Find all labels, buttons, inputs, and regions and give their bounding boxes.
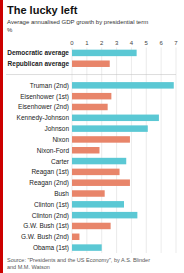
bar [72,93,111,99]
bar [72,147,99,153]
y-tick-label: Obama (1st) [33,244,69,252]
bar [72,212,137,218]
bar [72,169,120,175]
bar [72,244,102,250]
bar [72,136,130,142]
accent-stripe [0,0,3,273]
source: Source: "Presidents and the US Economy",… [7,257,150,263]
bar [72,179,130,185]
y-tick-label: Bush [54,190,69,197]
grid-line [101,48,102,254]
grid-line [176,48,177,254]
y-tick-label: Clinton (1st) [34,201,69,209]
subtitle: Average annualised GDP growth by preside… [7,19,148,25]
y-tick-label: Democratic average [7,49,69,57]
y-tick-label: Kennedy-Johnson [17,114,70,122]
source: and M.M. Watson [7,264,50,270]
subtitle: % [7,27,13,33]
bar [72,104,108,110]
bars [72,50,174,251]
grid-line [116,48,117,254]
grid-line [146,48,147,254]
y-tick-label: Clinton (2nd) [32,212,69,220]
y-tick-label: Carter [51,158,70,165]
bar [72,234,79,240]
separator [6,74,176,75]
bar [72,60,110,66]
x-tick-label: 2 [100,40,104,46]
bar [72,158,126,164]
y-tick-label: G.W. Bush (2nd) [21,233,69,241]
x-tick-label: 3 [115,40,119,46]
bar [72,125,148,131]
bar [72,190,105,196]
x-tick-label: 7 [174,40,178,46]
bar [72,223,111,229]
y-tick-label: Nixon [52,136,69,143]
x-tick-label: 0 [70,40,74,46]
bar [72,201,124,207]
y-tick-label: Eisenhower (2nd) [18,103,69,111]
x-tick-label: 4 [130,40,134,46]
grid-line [131,48,132,254]
y-tick-label: Nixon-Ford [37,147,70,154]
y-tick-label: Reagan (1st) [31,168,69,176]
x-tick-label: 1 [85,40,89,46]
y-tick-label: Truman (2nd) [30,82,69,90]
x-tick-label: 5 [145,40,149,46]
chart: The lucky left Average annualised GDP gro… [0,0,184,273]
bar [72,50,137,56]
y-tick-label: G.W. Bush (1st) [23,222,69,230]
y-tick-label: Reagan (2nd) [29,179,69,187]
bar [72,115,159,121]
y-tick-label: Eisenhower (1st) [20,93,69,101]
x-tick-label: 6 [159,40,163,46]
y-tick-label: Republican average [8,60,70,68]
bar [72,82,174,88]
grid [72,48,176,254]
y-tick-label: Johnson [44,125,69,132]
title: The lucky left [7,4,78,16]
grid-line [161,48,162,254]
